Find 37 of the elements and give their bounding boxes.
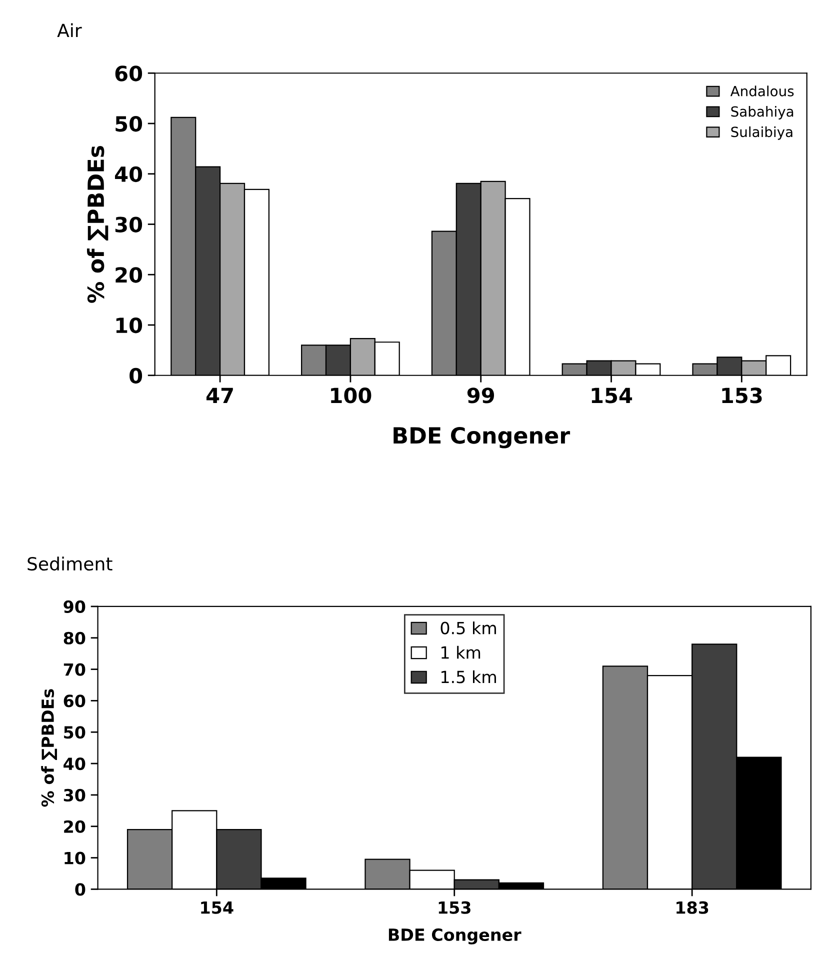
y-tick-label: 20 [64,820,86,833]
x-tick-label: 99 [467,388,494,404]
y-tick-label: 50 [64,726,86,739]
x-axis-title: BDE Congener [388,928,522,944]
legend-label: 1.5 km [442,670,496,684]
y-tick-label: 20 [116,267,142,283]
chart-title: Air [57,23,82,38]
y-tick-label: 10 [64,852,86,864]
x-tick-label: 183 [676,901,708,914]
x-tick-label: 47 [206,388,233,404]
x-tick-label: 154 [201,902,234,914]
y-tick-label: 60 [115,66,142,82]
y-tick-label: 30 [64,788,86,802]
y-tick-label: 30 [115,216,142,232]
x-tick-label: 153 [722,388,762,404]
y-tick-label: 90 [64,600,86,614]
y-tick-label: 10 [116,317,142,334]
y-tick-label: 60 [64,694,86,708]
x-axis-title: BDE Congener [394,427,570,448]
chart-title: Sediment [28,556,112,571]
y-tick-label: 40 [64,757,86,770]
x-tick-label: 153 [438,901,470,914]
legend-label: Sulaibiya [731,126,792,140]
legend-label: 0.5 km [440,621,496,634]
y-tick-label: 80 [64,632,86,644]
y-tick-label: 0 [75,883,86,896]
y-tick-label: 40 [114,166,142,182]
y-axis-title: % of ∑PBDEs [86,146,108,303]
y-tick-label: 70 [64,663,86,676]
y-axis-title: % of ∑PBDEs [41,689,57,807]
x-tick-label: 154 [592,388,632,404]
legend-label: Andalous [730,86,794,96]
legend-label: 1 km [442,646,480,659]
y-tick-label: 50 [116,116,142,132]
legend-label: Sabahiya [731,106,794,120]
y-tick-label: 0 [130,368,142,384]
x-tick-label: 100 [331,388,372,404]
